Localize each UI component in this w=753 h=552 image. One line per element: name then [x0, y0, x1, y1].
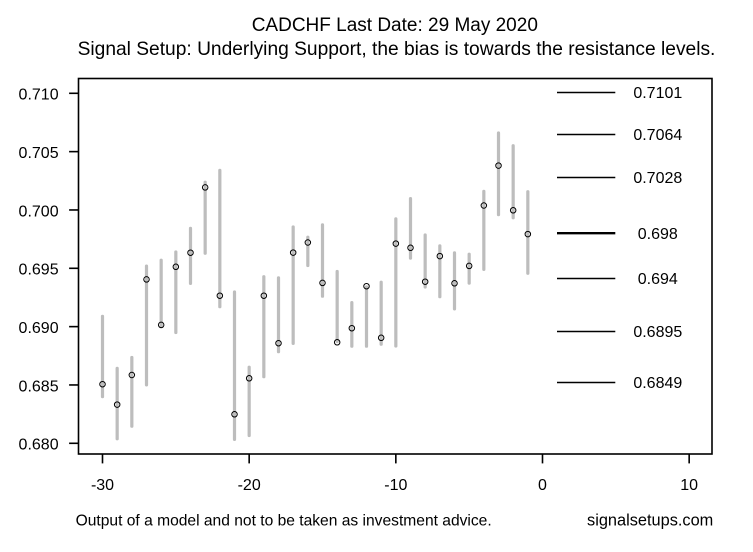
- svg-text:Output of a model and not to b: Output of a model and not to be taken as…: [76, 513, 492, 530]
- svg-text:0.685: 0.685: [19, 378, 59, 395]
- svg-text:10: 10: [680, 477, 698, 494]
- svg-text:0.705: 0.705: [19, 145, 59, 162]
- svg-text:Signal Setup: Underlying Suppo: Signal Setup: Underlying Support, the bi…: [78, 39, 716, 60]
- svg-text:0.6849: 0.6849: [633, 375, 682, 392]
- svg-text:-10: -10: [384, 477, 407, 494]
- svg-text:0.710: 0.710: [19, 87, 59, 104]
- svg-text:0.690: 0.690: [19, 320, 59, 337]
- svg-text:0.694: 0.694: [638, 271, 678, 288]
- svg-text:0.7028: 0.7028: [633, 170, 682, 187]
- svg-text:0.7064: 0.7064: [633, 127, 682, 144]
- svg-text:0.6895: 0.6895: [633, 324, 682, 341]
- svg-text:-20: -20: [238, 477, 261, 494]
- svg-text:-30: -30: [91, 477, 114, 494]
- svg-text:0.695: 0.695: [19, 262, 59, 279]
- svg-text:0.700: 0.700: [19, 203, 59, 220]
- svg-text:0.7101: 0.7101: [633, 85, 682, 102]
- svg-text:CADCHF Last Date: 29 May 2020: CADCHF Last Date: 29 May 2020: [252, 15, 538, 36]
- svg-text:signalsetups.com: signalsetups.com: [587, 512, 713, 530]
- svg-text:0: 0: [538, 477, 547, 494]
- svg-text:0.680: 0.680: [19, 437, 59, 454]
- svg-text:0.698: 0.698: [638, 226, 678, 243]
